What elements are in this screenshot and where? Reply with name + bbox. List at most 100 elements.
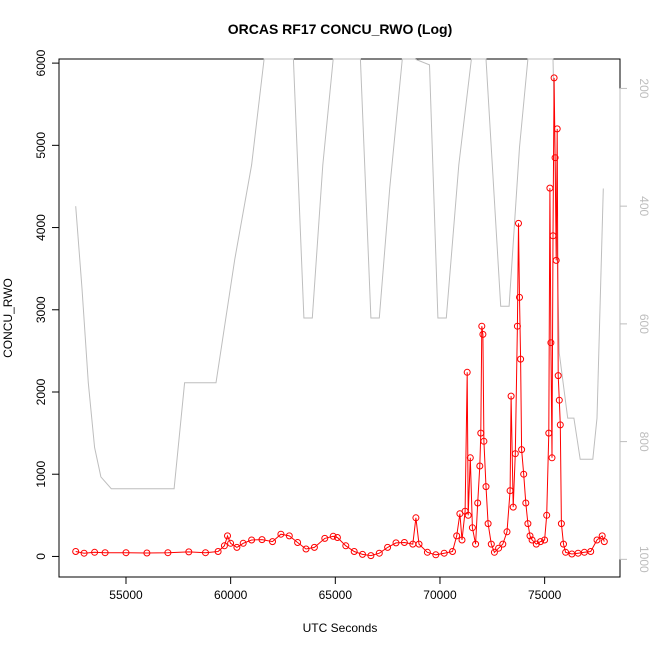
concentration-point: [484, 520, 492, 528]
concentration-point: [384, 543, 392, 551]
pressure-series-line: [75, 58, 604, 490]
concentration-point: [482, 483, 490, 491]
concentration-point: [453, 532, 461, 540]
concentration-point: [269, 538, 276, 546]
concentration-point: [554, 372, 562, 380]
concentration-point: [507, 392, 515, 400]
concentration-point: [503, 528, 511, 536]
concentration-point: [495, 544, 503, 552]
concentration-point: [476, 462, 484, 470]
concentration-point: [543, 511, 551, 519]
y2-tick-label: 600: [637, 314, 650, 334]
concentration-point: [513, 322, 521, 330]
concentration-point: [277, 530, 285, 538]
x-axis-label: UTC Seconds: [303, 621, 378, 635]
concentration-point: [220, 542, 228, 550]
y-tick-label: 4000: [34, 214, 48, 241]
concentration-point: [143, 549, 151, 557]
concentration-point: [520, 470, 528, 478]
concentration-point: [285, 532, 293, 540]
concentration-point: [432, 551, 440, 559]
concentration-point: [547, 339, 555, 347]
concentration-point: [464, 511, 472, 519]
x-axis: 55000 60000 65000 70000 75000: [109, 576, 562, 602]
concentration-point: [367, 552, 375, 560]
concentration-point: [294, 539, 302, 546]
y2-axis: 200 400 600 800 1000: [619, 78, 650, 573]
concentration-point: [526, 532, 534, 540]
concentration-point: [91, 548, 99, 556]
concentration-point: [528, 536, 536, 544]
y2-tick-label: 1000: [637, 546, 650, 573]
concentration-point: [227, 539, 235, 547]
concentration-point: [524, 520, 532, 528]
concentration-point: [72, 548, 80, 555]
concentration-point: [522, 499, 530, 507]
x-tick-label: 60000: [214, 588, 248, 602]
concentration-point: [515, 219, 522, 227]
concentration-point: [333, 534, 341, 541]
concentration-point: [329, 532, 337, 540]
concentration-point: [392, 539, 400, 547]
concentration-point: [477, 429, 485, 437]
concentration-point: [545, 429, 553, 437]
concentration-point: [80, 549, 88, 557]
y-tick-label: 1000: [34, 461, 48, 488]
concentration-point: [560, 540, 567, 548]
concentration-point: [359, 550, 366, 558]
concentration-point: [101, 549, 109, 557]
concentration-point: [440, 549, 448, 557]
concentration-point: [214, 548, 222, 555]
concentration-point: [472, 540, 480, 548]
concentration-point: [466, 454, 474, 462]
concentration-point: [546, 184, 554, 192]
y2-tick-label: 200: [637, 78, 650, 98]
concentration-series-line: [75, 77, 605, 557]
concentration-point: [258, 536, 266, 544]
concentration-point: [423, 548, 431, 556]
x-tick-label: 70000: [423, 588, 457, 602]
concentration-point: [202, 549, 209, 557]
concentration-point: [375, 549, 383, 557]
concentration-point: [479, 330, 487, 338]
concentration-point: [233, 543, 241, 551]
concentration-point: [557, 520, 565, 528]
concentration-point: [412, 514, 420, 522]
concentration-point: [549, 232, 557, 240]
concentration-point: [474, 499, 482, 507]
concentration-point: [556, 421, 564, 429]
concentration-point: [342, 542, 350, 550]
concentration-point: [321, 534, 329, 542]
secondary-series-layer: [75, 58, 604, 490]
primary-series-layer: [72, 74, 608, 560]
chart-title: ORCAS RF17 CONCU_RWO (Log): [228, 21, 453, 37]
concentration-point: [593, 536, 601, 544]
concentration-point: [511, 450, 519, 458]
y-axis-label: CONCU_RWO: [1, 278, 15, 358]
concentration-point: [487, 540, 495, 548]
y-tick-label: 0: [34, 553, 48, 560]
concentration-point: [302, 545, 310, 553]
y-axis: 0 1000 2000 3000 4000 5000 6000: [34, 49, 60, 560]
concentration-point: [600, 538, 608, 546]
concentration-point: [550, 74, 558, 82]
concentration-point: [518, 446, 526, 454]
y-tick-label: 2000: [34, 378, 48, 405]
concentration-point: [224, 532, 231, 540]
concentration-point: [122, 549, 130, 557]
concentration-point: [551, 154, 559, 162]
concentration-point: [516, 293, 523, 301]
concentration-point: [499, 540, 507, 548]
concentration-point: [248, 536, 256, 544]
y2-tick-label: 400: [637, 196, 650, 216]
y-tick-label: 5000: [34, 132, 48, 159]
concentration-point: [415, 540, 423, 548]
concentration-point: [541, 536, 549, 544]
concentration-point: [480, 437, 488, 445]
concentration-point: [553, 125, 561, 133]
concentration-point: [506, 487, 514, 495]
concentration-point: [537, 538, 544, 546]
concentration-point: [239, 539, 247, 547]
x-tick-label: 55000: [109, 588, 143, 602]
